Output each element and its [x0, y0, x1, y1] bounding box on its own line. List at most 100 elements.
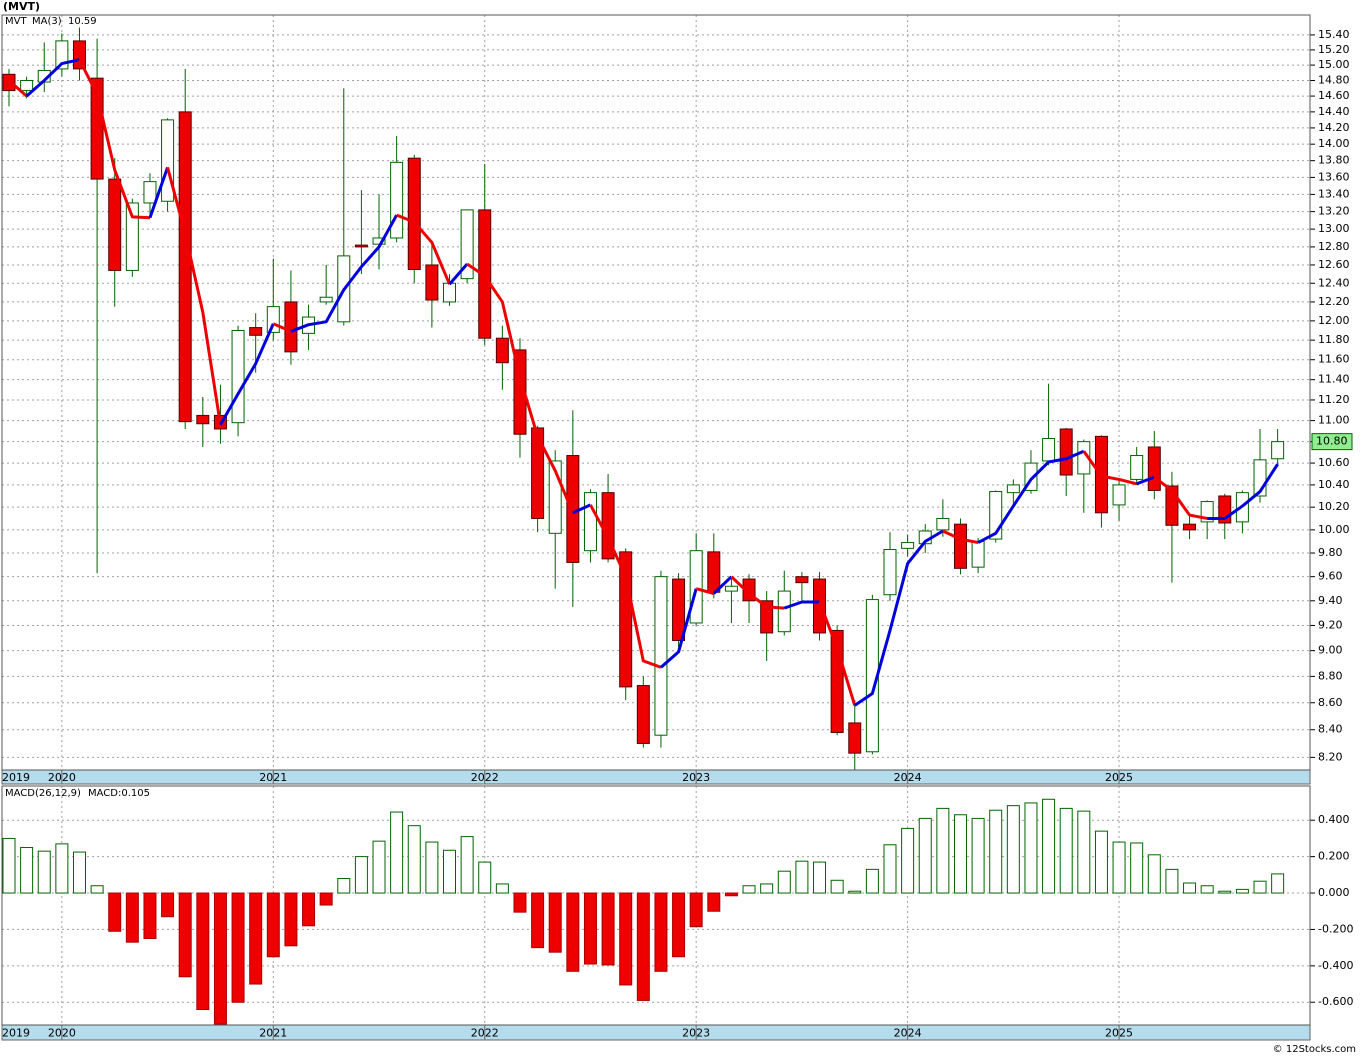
footer: © 12Stocks.com	[1273, 1044, 1356, 1055]
candle-up	[161, 119, 175, 202]
candle-up	[583, 492, 597, 552]
ma-line	[290, 214, 398, 333]
macd-bar-up	[953, 814, 967, 894]
macd-bar-up	[848, 890, 862, 894]
y-tick-label: 8.40	[1318, 723, 1343, 736]
candle-up	[143, 181, 157, 204]
legend-ma-value: 10.59	[68, 16, 97, 27]
candle-down	[1147, 446, 1161, 491]
macd-bar-down	[531, 892, 545, 949]
macd-bar-down	[319, 892, 333, 906]
candle-up	[1130, 455, 1144, 480]
ma-line	[783, 600, 820, 610]
macd-bar-up	[2, 837, 16, 894]
y-tick-label: 0.400	[1318, 813, 1350, 826]
macd-bar-down	[689, 892, 703, 928]
x-tick-label: 2025	[1105, 1027, 1133, 1040]
y-tick-label: 12.20	[1318, 295, 1350, 308]
y-tick-label: 12.00	[1318, 314, 1350, 327]
macd-bar-down	[601, 892, 615, 966]
candle-up	[443, 282, 456, 303]
ma-line	[942, 529, 979, 545]
x-tick-label: 2024	[894, 771, 922, 784]
x-tick-label: 2025	[1105, 771, 1133, 784]
candle-up	[20, 79, 34, 92]
macd-bar-down	[266, 892, 280, 958]
macd-bar-up	[1130, 842, 1144, 894]
x-tick-label: 2023	[682, 1027, 710, 1040]
candle-down	[636, 685, 650, 744]
x-tick-label: 2019	[2, 771, 30, 784]
macd-bar-down	[161, 892, 175, 918]
macd-bar-up	[901, 827, 915, 894]
ma-line	[853, 529, 944, 707]
candle-down	[284, 301, 298, 353]
macd-bar-up	[742, 885, 756, 894]
candle-up	[883, 549, 897, 596]
ma-line	[589, 504, 662, 669]
x-tick-label: 2022	[471, 771, 499, 784]
ma-line	[659, 588, 698, 669]
y-tick-label: 12.60	[1318, 258, 1350, 271]
macd-bar-up	[478, 861, 492, 894]
y-tick-label: 14.00	[1318, 137, 1350, 150]
candle-down	[1059, 428, 1073, 476]
macd-bar-up	[971, 817, 985, 894]
candle-up	[901, 542, 915, 549]
macd-bar-up	[90, 885, 104, 894]
candle-up	[319, 296, 333, 303]
ma-line	[25, 58, 80, 98]
macd-bar-up	[337, 877, 351, 894]
macd-bar-down	[654, 892, 668, 972]
y-tick-label: 8.80	[1318, 669, 1343, 682]
macd-bar-down	[302, 892, 316, 927]
candle-down	[1183, 523, 1197, 531]
macd-bar-up	[1059, 807, 1073, 894]
y-tick-label: 11.00	[1318, 414, 1350, 427]
candle-up	[1006, 484, 1020, 494]
ma-line	[977, 449, 1085, 544]
macd-bar-up	[425, 841, 439, 894]
y-tick-label: 11.80	[1318, 333, 1350, 346]
candle-down	[72, 40, 86, 70]
candle-up	[1042, 437, 1056, 462]
macd-bar-down	[125, 892, 139, 943]
y-tick-label: 15.00	[1318, 58, 1350, 71]
x-tick-label: 2019	[2, 1027, 30, 1040]
macd-bar-up	[760, 883, 774, 894]
ma-line	[712, 575, 733, 595]
y-tick-label: 11.20	[1318, 393, 1350, 406]
legend-macd: MACD(26,12,9)	[5, 788, 81, 799]
ma-line	[8, 79, 28, 98]
y-tick-label: 9.40	[1318, 594, 1343, 607]
candle-down	[760, 600, 774, 634]
macd-bar-up	[989, 809, 1003, 894]
macd-bar-up	[1147, 854, 1161, 894]
y-tick-label: 9.80	[1318, 546, 1343, 559]
candle-up	[231, 329, 245, 424]
macd-bar-up	[460, 836, 474, 894]
macd-bar-up	[1235, 888, 1249, 894]
candle-up	[654, 576, 668, 736]
last-price-label: 10.80	[1316, 435, 1348, 448]
candle-up	[125, 202, 139, 271]
candle-up	[777, 590, 791, 633]
y-tick-label: 13.80	[1318, 154, 1350, 167]
macd-bar-down	[249, 892, 263, 985]
y-tick-label: 10.60	[1318, 456, 1350, 469]
legend-ma: MA(3)	[32, 16, 62, 27]
y-tick-label: 14.40	[1318, 105, 1350, 118]
x-tick-label: 2023	[682, 771, 710, 784]
candle-up	[390, 161, 404, 239]
macd-bar-up	[37, 850, 51, 894]
macd-bar-down	[707, 892, 721, 912]
candle-down	[196, 414, 210, 425]
y-tick-label: 12.40	[1318, 276, 1350, 289]
y-tick-label: 10.00	[1318, 523, 1350, 536]
y-tick-label: 13.00	[1318, 222, 1350, 235]
ma-line	[166, 166, 222, 426]
y-tick-label: 8.60	[1318, 696, 1343, 709]
y-tick-label: 9.00	[1318, 644, 1343, 657]
macd-bar-up	[55, 843, 69, 894]
macd-bar-up	[883, 844, 897, 894]
